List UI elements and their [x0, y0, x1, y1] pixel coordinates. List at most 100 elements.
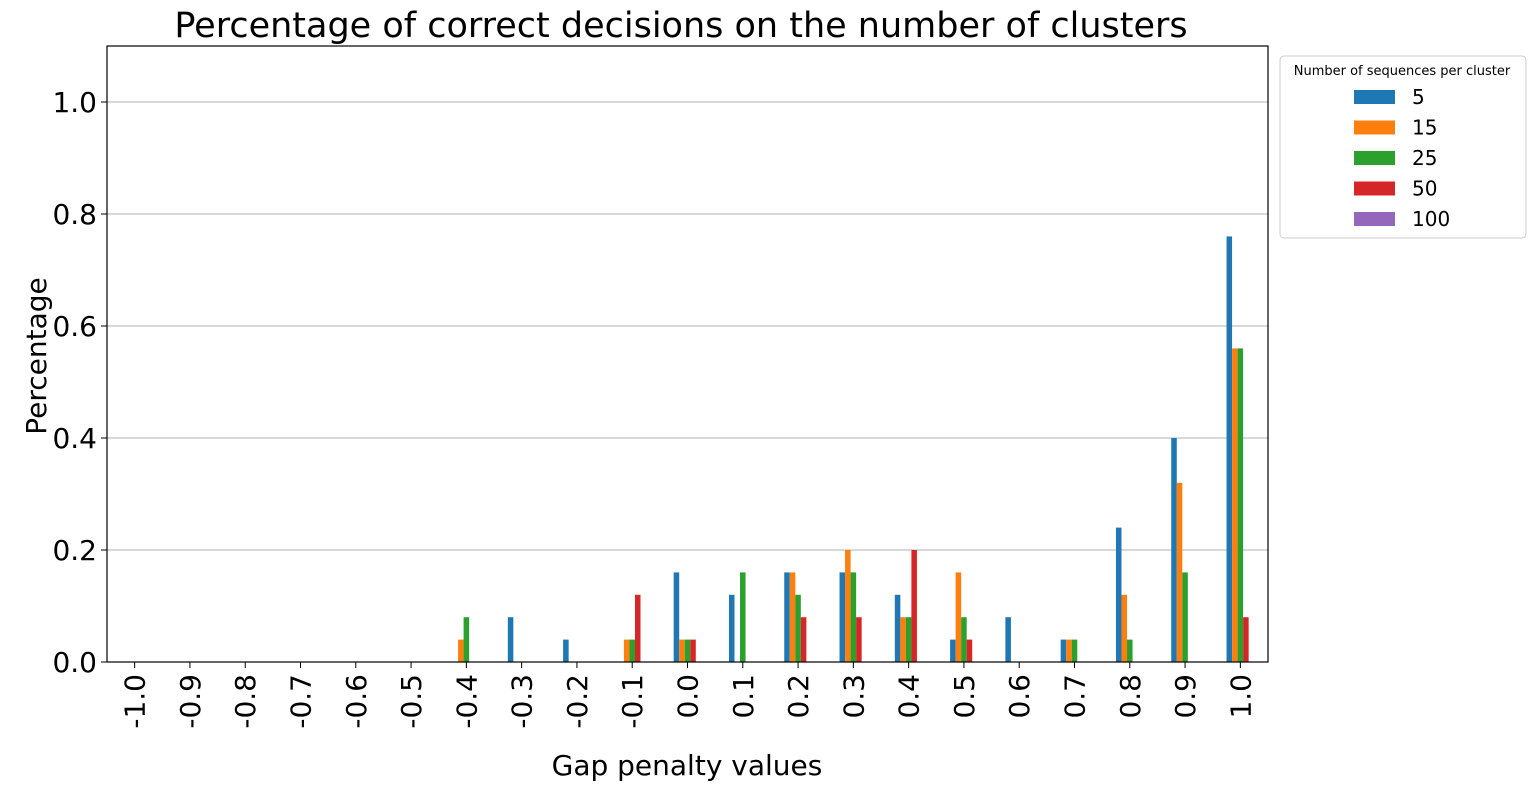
axes: [106, 45, 1269, 663]
bar-series-25-0.8: [1127, 639, 1133, 662]
x-tick-label: -0.9: [174, 674, 207, 729]
x-tick-label: 0.8: [1114, 674, 1147, 719]
bar-series-25-0.9: [1182, 572, 1188, 662]
bar-series-5--0.2: [563, 639, 569, 662]
bar-series-50-0.3: [856, 617, 862, 662]
bar-series-25-0.2: [795, 594, 801, 662]
y-axis-ticks: 0.0 0.2 0.4 0.6 0.8 1.0: [52, 86, 107, 679]
legend: Number of sequences per cluster 5 15 25 50 1…: [1279, 55, 1527, 239]
legend-item-15: 15: [1354, 116, 1437, 140]
y-tick-label: 0.2: [52, 534, 97, 567]
legend-swatch: [1354, 181, 1395, 196]
legend-item-50: 50: [1354, 177, 1437, 201]
bar-series-25-0.3: [850, 572, 857, 662]
y-tick-label: 0.0: [52, 646, 97, 679]
y-axis-label: Percentage: [20, 277, 53, 435]
legend-label: 25: [1412, 146, 1437, 170]
bar-series-15--0.1: [623, 639, 630, 662]
bar-series-25-0.5: [961, 617, 967, 662]
bar-series-25-0.7: [1071, 639, 1078, 662]
bar-series-15-0.5: [955, 572, 962, 662]
x-tick-label: 0.5: [948, 674, 981, 719]
bar-series-5--0.3: [507, 617, 514, 662]
x-axis-label: Gap penalty values: [552, 749, 823, 782]
bar-series-15-1.0: [1232, 348, 1238, 662]
legend-label: 5: [1412, 85, 1425, 109]
grid-lines: [107, 101, 1268, 663]
bar-series-15-0.9: [1176, 482, 1183, 662]
x-tick-label: -0.6: [340, 674, 373, 729]
bar-series-50-0.0: [690, 639, 696, 662]
bar-series-25--0.4: [463, 617, 470, 662]
x-tick-label: -0.8: [229, 674, 262, 729]
bar-series-50-0.2: [800, 617, 807, 662]
bar-series-50-0.4: [911, 550, 917, 662]
x-tick-label: -0.7: [285, 674, 318, 729]
bar-series-15--0.4: [458, 639, 464, 662]
y-tick-label: 0.6: [52, 310, 97, 343]
x-tick-label: 0.6: [1003, 674, 1036, 719]
bars: [458, 236, 1249, 662]
x-tick-label: 0.9: [1169, 674, 1202, 719]
bar-series-5-0.9: [1171, 438, 1177, 662]
legend-items: 5 15 25 50 100: [1354, 85, 1450, 231]
bar-series-5-0.0: [673, 572, 680, 662]
x-tick-label: -0.1: [616, 674, 649, 729]
legend-swatch: [1354, 151, 1395, 165]
y-tick-label: 0.8: [52, 198, 97, 231]
bar-series-5-0.3: [839, 572, 846, 662]
plot-frame: [106, 45, 1269, 663]
bar-series-5-0.7: [1060, 639, 1067, 662]
x-tick-label: 0.7: [1059, 674, 1092, 719]
bar-series-5-0.1: [728, 594, 735, 662]
legend-item-100: 100: [1354, 207, 1450, 231]
x-tick-label: 0.1: [727, 674, 760, 719]
legend-swatch: [1354, 90, 1395, 104]
bar-series-25-1.0: [1237, 348, 1244, 662]
bar-series-50-0.5: [966, 639, 973, 662]
x-tick-label: 0.4: [893, 674, 926, 719]
bar-series-15-0.8: [1121, 594, 1128, 662]
x-tick-label: -0.3: [506, 674, 539, 729]
legend-frame: [1279, 55, 1527, 239]
x-tick-label: 0.3: [837, 674, 870, 719]
bar-series-25--0.1: [629, 639, 635, 662]
bar-series-15-0.7: [1066, 639, 1072, 662]
x-axis-ticks: -1.0 -0.9 -0.8 -0.7 -0.6 -0.5 -0.4 -0.3 -0.2 -0.1…: [119, 662, 1257, 729]
bar-series-15-0.3: [845, 550, 851, 662]
bar-series-25-0.4: [905, 617, 912, 662]
x-tick-label: -0.5: [395, 674, 428, 729]
x-tick-label: -0.2: [561, 674, 594, 729]
legend-item-25: 25: [1354, 146, 1437, 170]
bar-series-15-0.4: [900, 617, 906, 662]
x-tick-label: 0.0: [672, 674, 705, 719]
bar-series-15-0.2: [789, 572, 796, 662]
bar-series-5-0.8: [1115, 527, 1122, 662]
bar-series-50-1.0: [1243, 617, 1249, 662]
legend-label: 15: [1412, 116, 1437, 140]
legend-label: 50: [1412, 177, 1437, 201]
bar-series-50--0.1: [634, 594, 641, 662]
y-tick-label: 1.0: [52, 86, 97, 119]
y-tick-label: 0.4: [52, 422, 97, 455]
bar-series-5-0.4: [894, 594, 901, 662]
bar-series-5-1.0: [1226, 236, 1233, 662]
legend-swatch: [1354, 212, 1395, 226]
x-tick-label: 1.0: [1224, 674, 1257, 719]
x-tick-label: -1.0: [119, 674, 152, 729]
legend-label: 100: [1412, 207, 1450, 231]
legend-title: Number of sequences per cluster: [1294, 64, 1511, 79]
legend-swatch: [1354, 120, 1395, 135]
bar-series-25-0.0: [684, 639, 691, 662]
bar-series-5-0.5: [950, 639, 956, 662]
bar-series-15-0.0: [679, 639, 685, 662]
bar-series-5-0.6: [1005, 617, 1011, 662]
legend-item-5: 5: [1354, 85, 1425, 109]
x-tick-label: -0.4: [450, 674, 483, 729]
chart-title: Percentage of correct decisions on the n…: [174, 6, 1187, 46]
bar-series-25-0.1: [740, 572, 746, 662]
x-tick-label: 0.2: [782, 674, 815, 719]
bar-series-5-0.2: [784, 572, 790, 662]
